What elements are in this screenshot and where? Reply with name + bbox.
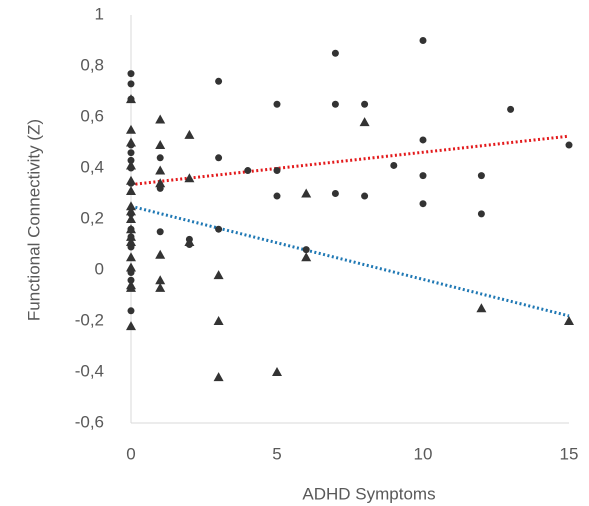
circle-point — [273, 192, 281, 200]
triangle-point — [476, 303, 487, 313]
circle-point — [127, 156, 135, 164]
triangle-point — [272, 367, 282, 376]
trendline — [130, 134, 570, 187]
x-tick-label: 5 — [272, 444, 281, 463]
circle-point — [273, 100, 281, 108]
triangle-point — [564, 316, 574, 325]
circle-point — [244, 167, 252, 175]
circle-point — [361, 192, 369, 200]
triangle-point — [155, 114, 166, 124]
circle-point — [331, 49, 339, 57]
triangle-point — [126, 236, 136, 246]
circle-point — [127, 149, 135, 157]
triangle-point — [184, 129, 195, 139]
triangle-point — [126, 201, 136, 211]
circle-point — [419, 136, 427, 144]
triangle-point — [301, 188, 312, 198]
triangle-point — [359, 117, 370, 127]
circle-point — [127, 307, 135, 315]
circle-point — [156, 154, 164, 162]
triangle-point — [155, 249, 166, 259]
circle-point — [361, 100, 369, 108]
triangle-point — [126, 206, 136, 216]
x-tick-label: 0 — [126, 444, 135, 463]
y-tick-label: 0,2 — [80, 208, 104, 227]
x-axis-label: ADHD Symptoms — [302, 484, 435, 503]
y-tick-label: 0 — [95, 259, 104, 278]
triangle-point — [155, 282, 166, 292]
triangle-point — [213, 270, 224, 280]
circle-point — [215, 225, 223, 233]
triangle-point — [126, 185, 136, 195]
circle-point — [419, 200, 427, 208]
circle-point — [419, 172, 427, 180]
triangle-point — [126, 175, 136, 185]
triangle-point — [126, 94, 136, 104]
circle-point — [273, 167, 281, 175]
triangle-point — [184, 236, 195, 246]
x-tick-label: 10 — [414, 444, 433, 463]
triangle-point — [155, 275, 166, 285]
circle-point — [565, 141, 573, 149]
triangle-point — [126, 321, 136, 331]
triangle-point — [126, 231, 136, 241]
triangle-point — [184, 173, 195, 183]
circle-point — [215, 154, 223, 162]
triangle-point — [126, 214, 136, 223]
y-tick-label: 0,6 — [80, 106, 104, 125]
circle-point — [302, 246, 310, 254]
y-tick-label: -0,6 — [75, 412, 104, 431]
y-tick-label: 0,4 — [80, 157, 104, 176]
circle-point — [477, 172, 485, 180]
triangle-point — [126, 224, 136, 234]
triangle-point — [155, 140, 166, 150]
circle-point — [331, 190, 339, 197]
circle-point — [127, 70, 135, 78]
triangle-point — [126, 124, 136, 134]
triangle-point — [126, 282, 136, 292]
triangle-point — [301, 252, 312, 262]
circle-point — [419, 37, 427, 44]
circle-point — [156, 228, 164, 236]
circle-point — [127, 276, 135, 284]
circle-point — [127, 80, 135, 88]
circle-point — [215, 77, 223, 85]
triangle-point — [126, 262, 136, 272]
y-tick-label: -0,2 — [75, 310, 104, 329]
y-tick-label: -0,4 — [75, 361, 104, 380]
y-tick-label: 1 — [95, 4, 104, 23]
triangle-point — [155, 165, 166, 175]
triangle-point — [155, 178, 166, 188]
y-tick-label: 0,8 — [80, 55, 104, 74]
triangle-point — [213, 372, 224, 382]
circle-point — [390, 161, 398, 169]
triangle-point — [126, 137, 136, 147]
triangle-point — [213, 316, 224, 325]
circle-point — [477, 210, 485, 218]
circle-point — [507, 105, 515, 113]
trendline — [130, 204, 570, 318]
triangle-point — [126, 160, 136, 170]
y-axis-label: Functional Connectivity (Z) — [24, 119, 43, 321]
triangle-point — [126, 252, 136, 262]
x-tick-label: 15 — [560, 444, 579, 463]
circle-point — [331, 100, 339, 108]
